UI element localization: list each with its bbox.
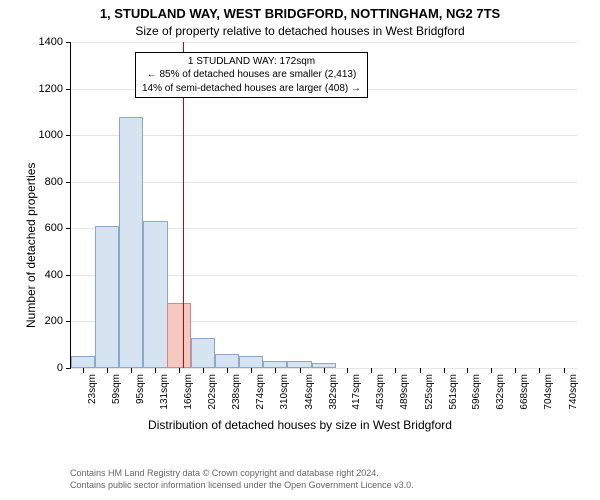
y-tick-label: 1400 bbox=[39, 36, 63, 48]
footer-attribution: Contains HM Land Registry data © Crown c… bbox=[70, 468, 414, 491]
gridline bbox=[71, 42, 577, 43]
x-axis-label: Distribution of detached houses by size … bbox=[0, 418, 600, 432]
histogram-bar bbox=[167, 303, 191, 368]
histogram-bar bbox=[143, 221, 167, 368]
y-tick-label: 400 bbox=[45, 269, 63, 281]
x-tick bbox=[251, 368, 252, 373]
y-axis-label: Number of detached properties bbox=[24, 163, 38, 328]
y-tick bbox=[66, 228, 71, 229]
histogram-bar bbox=[71, 356, 95, 368]
chart-container: 0 200 400 600 800 1000 1200 1400 23sqm 59sqm 95sqm… bbox=[0, 38, 600, 433]
x-tick bbox=[107, 368, 108, 373]
y-tick bbox=[66, 182, 71, 183]
y-tick bbox=[66, 275, 71, 276]
y-tick-label: 1200 bbox=[39, 83, 63, 95]
y-tick-label: 200 bbox=[45, 315, 63, 327]
x-tick bbox=[444, 368, 445, 373]
x-tick-label: 632sqm bbox=[495, 374, 506, 410]
histogram-bar bbox=[263, 361, 287, 368]
x-tick bbox=[420, 368, 421, 373]
x-tick bbox=[564, 368, 565, 373]
x-tick bbox=[131, 368, 132, 373]
footer-line-2: Contains public sector information licen… bbox=[70, 480, 414, 492]
x-tick bbox=[179, 368, 180, 373]
x-tick bbox=[347, 368, 348, 373]
gridline bbox=[71, 135, 577, 136]
y-tick bbox=[66, 89, 71, 90]
histogram-bar bbox=[119, 117, 143, 368]
y-tick bbox=[66, 321, 71, 322]
x-tick-label: 489sqm bbox=[399, 374, 410, 410]
x-tick bbox=[539, 368, 540, 373]
x-tick-label: 95sqm bbox=[135, 374, 146, 404]
histogram-bar bbox=[239, 356, 263, 368]
x-tick-label: 417sqm bbox=[351, 374, 362, 410]
y-tick-label: 800 bbox=[45, 176, 63, 188]
annotation-box: 1 STUDLAND WAY: 172sqm← 85% of detached … bbox=[135, 52, 368, 99]
x-tick bbox=[300, 368, 301, 373]
x-tick bbox=[83, 368, 84, 373]
annotation-line: 1 STUDLAND WAY: 172sqm bbox=[142, 55, 361, 69]
x-tick bbox=[515, 368, 516, 373]
chart-subtitle: Size of property relative to detached ho… bbox=[0, 24, 600, 38]
histogram-bar bbox=[191, 338, 215, 368]
y-tick bbox=[66, 42, 71, 43]
x-tick-label: 596sqm bbox=[471, 374, 482, 410]
x-tick-label: 453sqm bbox=[375, 374, 386, 410]
x-tick-label: 525sqm bbox=[424, 374, 435, 410]
x-tick-label: 131sqm bbox=[159, 374, 170, 410]
x-tick-label: 166sqm bbox=[183, 374, 194, 410]
x-tick-label: 59sqm bbox=[111, 374, 122, 404]
x-tick-label: 23sqm bbox=[87, 374, 98, 404]
y-tick-label: 0 bbox=[57, 362, 63, 374]
annotation-line: 14% of semi-detached houses are larger (… bbox=[142, 82, 361, 96]
x-tick bbox=[371, 368, 372, 373]
y-tick bbox=[66, 368, 71, 369]
histogram-bar bbox=[287, 361, 311, 368]
x-tick bbox=[227, 368, 228, 373]
x-tick-label: 561sqm bbox=[448, 374, 459, 410]
footer-line-1: Contains HM Land Registry data © Crown c… bbox=[70, 468, 414, 480]
x-tick-label: 668sqm bbox=[519, 374, 530, 410]
plot-area: 020040060080010001200140023sqm59sqm95sqm… bbox=[70, 42, 577, 369]
x-tick bbox=[203, 368, 204, 373]
histogram-bar bbox=[215, 354, 239, 368]
x-tick-label: 704sqm bbox=[543, 374, 554, 410]
x-tick bbox=[395, 368, 396, 373]
x-tick bbox=[467, 368, 468, 373]
x-tick-label: 238sqm bbox=[231, 374, 242, 410]
gridline bbox=[71, 182, 577, 183]
histogram-bar bbox=[95, 226, 119, 368]
x-tick-label: 382sqm bbox=[328, 374, 339, 410]
x-tick bbox=[324, 368, 325, 373]
annotation-line: ← 85% of detached houses are smaller (2,… bbox=[142, 68, 361, 82]
y-tick bbox=[66, 135, 71, 136]
chart-title: 1, STUDLAND WAY, WEST BRIDGFORD, NOTTING… bbox=[0, 6, 600, 22]
x-tick bbox=[491, 368, 492, 373]
x-tick-label: 310sqm bbox=[279, 374, 290, 410]
x-tick bbox=[155, 368, 156, 373]
x-tick-label: 740sqm bbox=[568, 374, 579, 410]
x-tick-label: 274sqm bbox=[255, 374, 266, 410]
x-tick-label: 202sqm bbox=[207, 374, 218, 410]
x-tick bbox=[275, 368, 276, 373]
y-tick-label: 1000 bbox=[39, 129, 63, 141]
y-tick-label: 600 bbox=[45, 222, 63, 234]
x-tick-label: 346sqm bbox=[304, 374, 315, 410]
